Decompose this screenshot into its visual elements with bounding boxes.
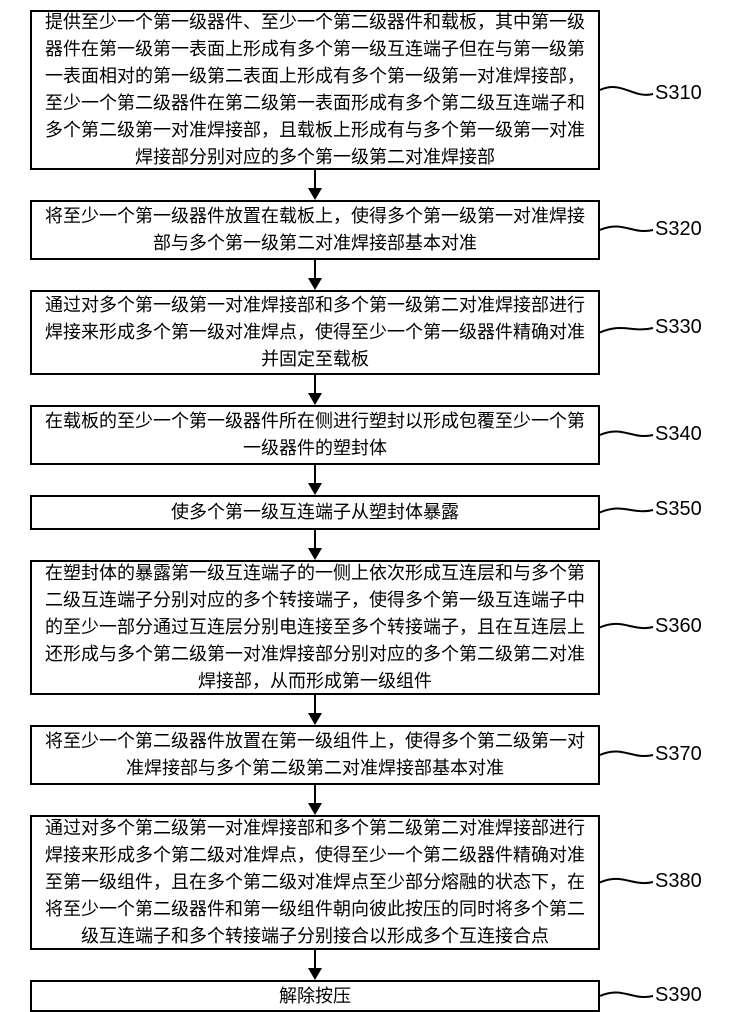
arrow-line [314, 695, 316, 713]
step-text: 将至少一个第二级器件放置在第一级组件上，使得多个第二级第一对准焊接部与多个第二级… [42, 728, 588, 782]
arrow-head-icon [308, 393, 322, 405]
step-text: 使多个第一级互连端子从塑封体暴露 [171, 499, 459, 526]
step-text: 在塑封体的暴露第一级互连端子的一侧上依次形成互连层和与多个第二级互连端子分别对应… [42, 560, 588, 695]
step-label-S350: S350 [655, 498, 702, 521]
arrow-line [314, 170, 316, 188]
step-text: 通过对多个第二级第一对准焊接部和多个第二级第二对准焊接部进行焊接来形成多个第二级… [42, 815, 588, 950]
step-box-S390: 解除按压 [30, 980, 600, 1012]
step-label-S340: S340 [655, 423, 702, 446]
step-label-S390: S390 [655, 984, 702, 1007]
step-label-S320: S320 [655, 218, 702, 241]
step-label-S360: S360 [655, 615, 702, 638]
step-text: 通过对多个第一级第一对准焊接部和多个第一级第二对准焊接部进行焊接来形成多个第一级… [42, 292, 588, 373]
step-text: 提供至少一个第一级器件、至少一个第二级器件和载板，其中第一级器件在第一级第一表面… [42, 9, 588, 171]
step-box-S310: 提供至少一个第一级器件、至少一个第二级器件和载板，其中第一级器件在第一级第一表面… [30, 10, 600, 170]
step-box-S340: 在载板的至少一个第一级器件所在侧进行塑封以形成包覆至少一个第一级器件的塑封体 [30, 405, 600, 465]
flowchart-canvas: 提供至少一个第一级器件、至少一个第二级器件和载板，其中第一级器件在第一级第一表面… [0, 0, 738, 1000]
connector-curve [600, 495, 655, 528]
connector-curve [600, 420, 655, 450]
step-label-S380: S380 [655, 870, 702, 893]
connector-curve [600, 313, 655, 348]
connector-curve [600, 740, 655, 770]
step-box-S370: 将至少一个第二级器件放置在第一级组件上，使得多个第二级第一对准焊接部与多个第二级… [30, 725, 600, 785]
arrow-head-icon [308, 968, 322, 980]
connector-curve [600, 215, 655, 245]
arrow-head-icon [308, 548, 322, 560]
arrow-head-icon [308, 278, 322, 290]
arrow-head-icon [308, 188, 322, 200]
connector-curve [600, 75, 655, 109]
step-box-S350: 使多个第一级互连端子从塑封体暴露 [30, 495, 600, 530]
step-text: 解除按压 [279, 983, 351, 1010]
connector-curve [600, 612, 655, 643]
connector-curve [600, 867, 655, 898]
step-label-S330: S330 [655, 316, 702, 339]
arrow-head-icon [308, 483, 322, 495]
step-box-S330: 通过对多个第一级第一对准焊接部和多个第一级第二对准焊接部进行焊接来形成多个第一级… [30, 290, 600, 375]
step-box-S360: 在塑封体的暴露第一级互连端子的一侧上依次形成互连层和与多个第二级互连端子分别对应… [30, 560, 600, 695]
connector-curve [600, 981, 655, 1011]
arrow-line [314, 785, 316, 803]
step-box-S320: 将至少一个第一级器件放置在载板上，使得多个第一级第一对准焊接部与多个第一级第二对… [30, 200, 600, 260]
arrow-head-icon [308, 803, 322, 815]
arrow-head-icon [308, 713, 322, 725]
arrow-line [314, 950, 316, 968]
step-label-S310: S310 [655, 82, 702, 105]
step-label-S370: S370 [655, 743, 702, 766]
arrow-line [314, 465, 316, 483]
arrow-line [314, 260, 316, 278]
step-box-S380: 通过对多个第二级第一对准焊接部和多个第二级第二对准焊接部进行焊接来形成多个第二级… [30, 815, 600, 950]
step-text: 将至少一个第一级器件放置在载板上，使得多个第一级第一对准焊接部与多个第一级第二对… [42, 203, 588, 257]
arrow-line [314, 375, 316, 393]
step-text: 在载板的至少一个第一级器件所在侧进行塑封以形成包覆至少一个第一级器件的塑封体 [42, 408, 588, 462]
arrow-line [314, 530, 316, 548]
